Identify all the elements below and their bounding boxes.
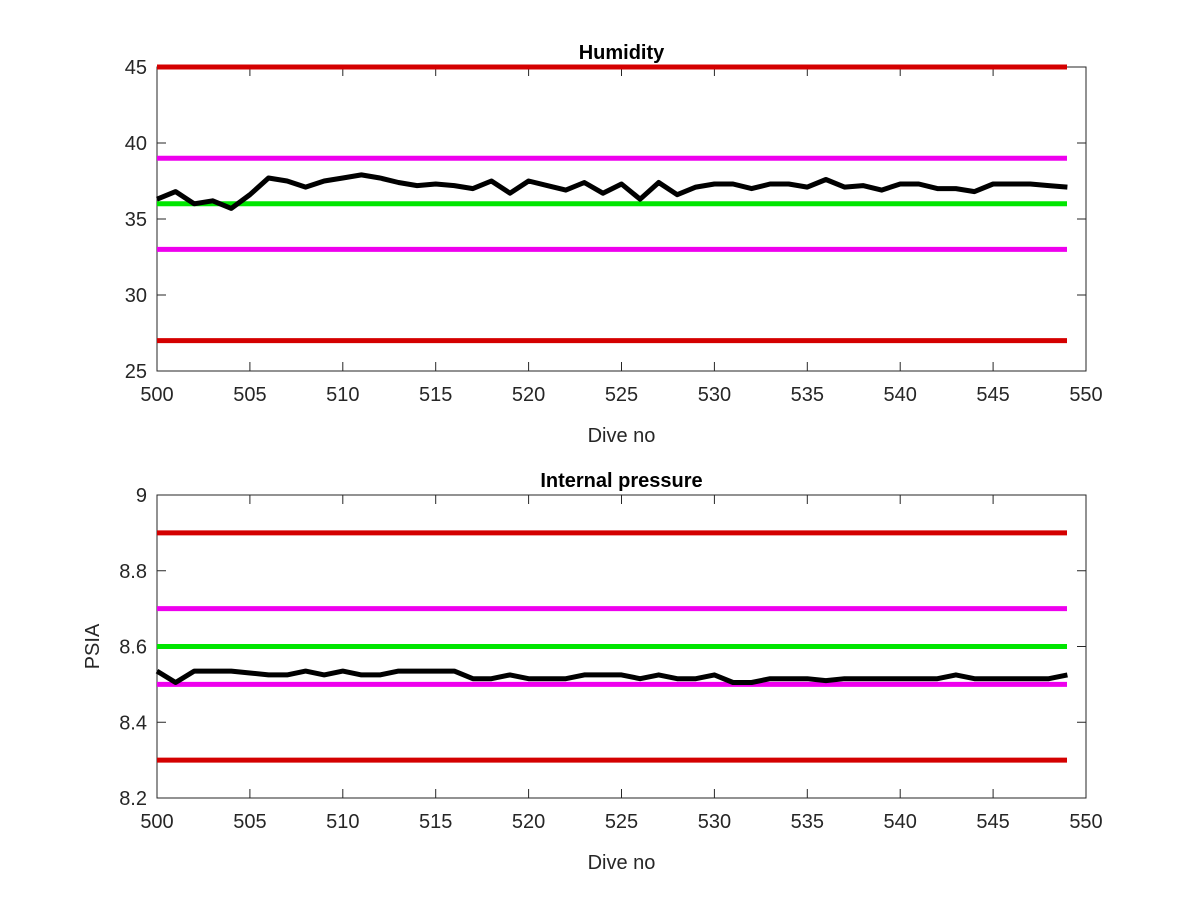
x-tick-label: 500 — [140, 384, 173, 406]
x-tick-label: 540 — [884, 384, 917, 406]
chart-title: Humidity — [579, 42, 665, 64]
y-tick-label: 45 — [125, 57, 147, 79]
x-tick-label: 505 — [233, 811, 266, 833]
chart-panel-0: 500 505 510 515 520 525 530 535 540 545 550 25 30 35 4… — [125, 42, 1103, 447]
x-tick-label: 515 — [419, 811, 452, 833]
x-tick-label: 550 — [1069, 384, 1102, 406]
x-tick-label: 505 — [233, 384, 266, 406]
x-tick-label: 545 — [976, 384, 1009, 406]
data-series-line-0 — [156, 172, 1068, 211]
data-series-line-0 — [155, 668, 1068, 685]
y-tick-label: 8.8 — [119, 561, 147, 583]
axes-box — [156, 66, 1087, 372]
x-tick-label: 530 — [698, 384, 731, 406]
x-tick-label: 535 — [791, 384, 824, 406]
x-tick-label: 520 — [512, 384, 545, 406]
x-tick-label: 550 — [1069, 811, 1102, 833]
y-axis-label: PSIA — [82, 623, 104, 669]
x-tick-label: 515 — [419, 384, 452, 406]
y-tick-label: 9 — [136, 485, 147, 507]
y-tick-label: 35 — [125, 209, 147, 231]
x-axis-label: Dive no — [588, 425, 656, 447]
y-tick-label: 25 — [125, 361, 147, 383]
y-tick-label: 8.6 — [119, 637, 147, 659]
x-tick-label: 540 — [884, 811, 917, 833]
x-tick-label: 500 — [140, 811, 173, 833]
x-tick-label: 520 — [512, 811, 545, 833]
x-tick-label: 510 — [326, 384, 359, 406]
x-tick-label: 510 — [326, 811, 359, 833]
x-tick-label: 530 — [698, 811, 731, 833]
chart-title: Internal pressure — [540, 470, 702, 492]
y-tick-label: 8.2 — [119, 788, 147, 810]
x-tick-label: 545 — [976, 811, 1009, 833]
x-tick-label: 535 — [791, 811, 824, 833]
x-axis-label: Dive no — [588, 852, 656, 874]
y-tick-label: 8.4 — [119, 712, 147, 734]
x-tick-label: 525 — [605, 811, 638, 833]
y-tick-label: 30 — [125, 285, 147, 307]
y-tick-label: 40 — [125, 133, 147, 155]
chart-panel-1: 500 505 510 515 520 525 530 535 540 545 550 8.2 8.4 8… — [82, 470, 1103, 874]
x-tick-label: 525 — [605, 384, 638, 406]
